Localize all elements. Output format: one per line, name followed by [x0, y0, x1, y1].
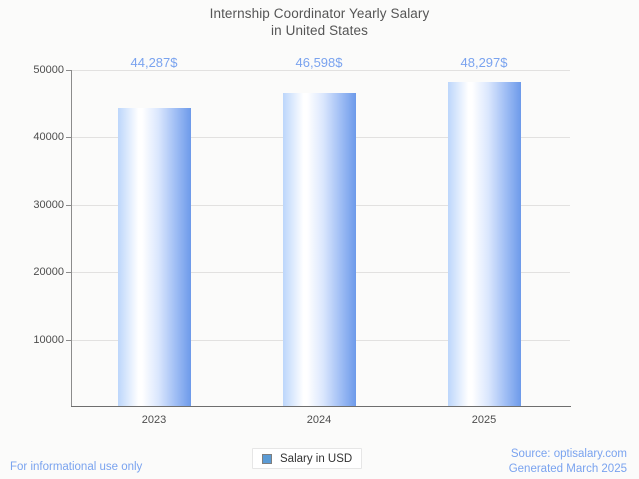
disclaimer-note: For informational use only — [10, 461, 143, 473]
chart-title: Internship Coordinator Yearly Salary in … — [0, 5, 639, 39]
y-tick-mark-40000 — [66, 137, 72, 138]
chart-title-line2: in United States — [271, 23, 368, 38]
y-axis-line — [71, 70, 72, 407]
y-tick-label-20000: 20000 — [33, 266, 64, 278]
y-tick-mark-50000 — [66, 70, 72, 71]
y-tick-label-50000: 50000 — [33, 64, 64, 76]
source-line: Source: optisalary.com — [510, 448, 627, 460]
y-tick-label-40000: 40000 — [33, 131, 64, 143]
value-label-2024: 46,598$ — [295, 55, 343, 70]
chart-legend[interactable]: Salary in USD — [252, 448, 363, 469]
y-tick-mark-20000 — [66, 272, 72, 273]
y-tick-mark-30000 — [66, 205, 72, 206]
x-tick-label-2024: 2024 — [306, 414, 332, 426]
gridline-50000 — [72, 70, 570, 71]
bar-2025[interactable] — [448, 82, 521, 406]
generated-line: Generated March 2025 — [508, 463, 627, 475]
x-tick-label-2025: 2025 — [471, 414, 497, 426]
legend-label: Salary in USD — [280, 452, 353, 465]
value-label-2025: 48,297$ — [460, 55, 508, 70]
chart-title-line1: Internship Coordinator Yearly Salary — [209, 6, 430, 21]
bar-2023[interactable] — [118, 108, 191, 406]
x-tick-label-2023: 2023 — [141, 414, 167, 426]
plot-area — [72, 70, 570, 406]
source-note: Source: optisalary.com Generated March 2… — [509, 447, 627, 477]
y-tick-label-30000: 30000 — [33, 199, 64, 211]
bar-2024[interactable] — [283, 93, 356, 406]
legend-swatch-icon — [262, 453, 272, 464]
x-axis-line — [71, 406, 571, 407]
y-tick-label-10000: 10000 — [33, 334, 64, 346]
value-label-2023: 44,287$ — [130, 55, 178, 70]
y-tick-mark-10000 — [66, 340, 72, 341]
